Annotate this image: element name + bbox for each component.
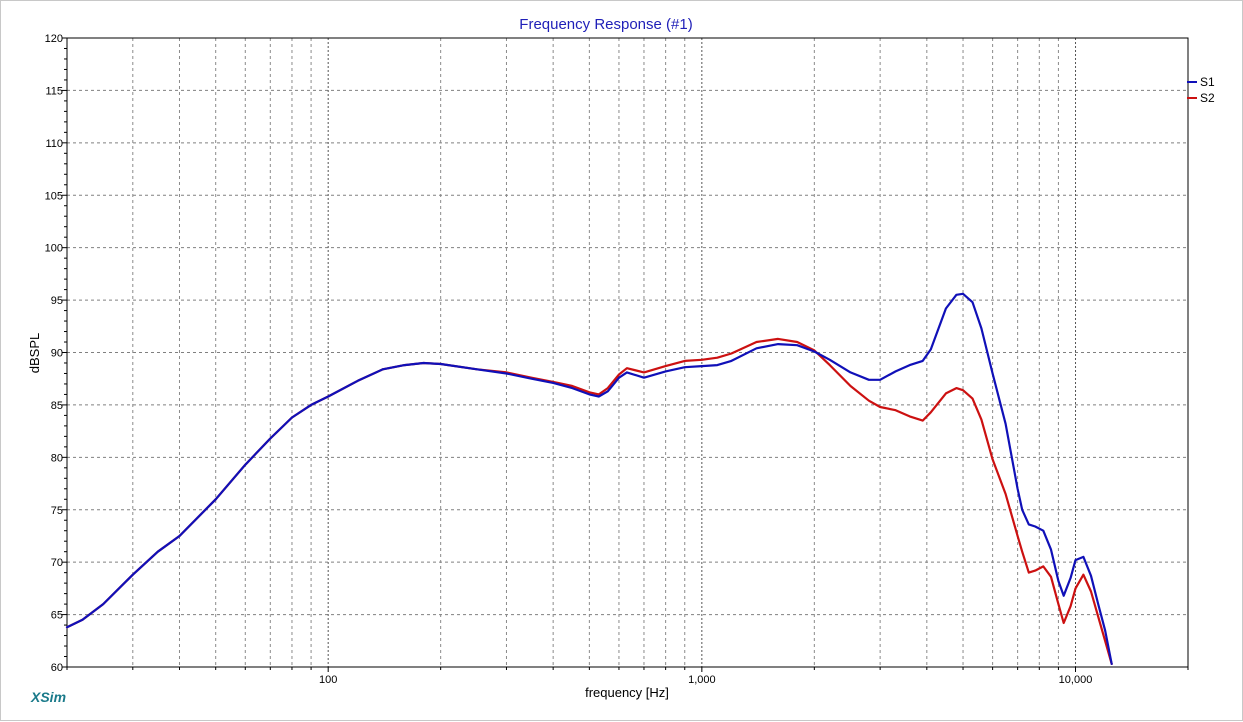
- legend-label-s1: S1: [1200, 75, 1215, 89]
- y-tick-label: 70: [51, 557, 63, 569]
- x-tick-label: 1,000: [688, 674, 716, 686]
- chart-title: Frequency Response (#1): [519, 16, 692, 33]
- y-tick-label: 115: [45, 85, 63, 97]
- y-tick-label: 105: [45, 190, 63, 202]
- grid: [67, 38, 1188, 667]
- y-tick-label: 90: [51, 348, 63, 360]
- axis-ticks: 60 65 70 75 80 85 90 95 100 105 110 115 120 100 1,000 1…: [45, 33, 1189, 686]
- series-line-s1: [65, 292, 1113, 666]
- y-tick-label: 120: [45, 33, 63, 45]
- series-lines: [65, 292, 1113, 666]
- x-tick-label: 100: [319, 674, 337, 686]
- y-tick-label: 80: [51, 452, 63, 464]
- y-tick-label: 110: [45, 138, 63, 150]
- y-tick-label: 60: [51, 662, 63, 674]
- y-tick-label: 95: [51, 295, 63, 307]
- y-tick-label: 65: [51, 610, 63, 622]
- legend-label-s2: S2: [1200, 91, 1215, 105]
- x-axis-label: frequency [Hz]: [585, 685, 669, 700]
- y-tick-label: 85: [51, 400, 63, 412]
- xsim-brand-label: XSim: [31, 689, 67, 705]
- y-axis-label: dBSPL: [27, 333, 42, 373]
- x-tick-label: 10,000: [1059, 674, 1093, 686]
- y-tick-label: 100: [45, 243, 63, 255]
- y-tick-label: 75: [51, 505, 63, 517]
